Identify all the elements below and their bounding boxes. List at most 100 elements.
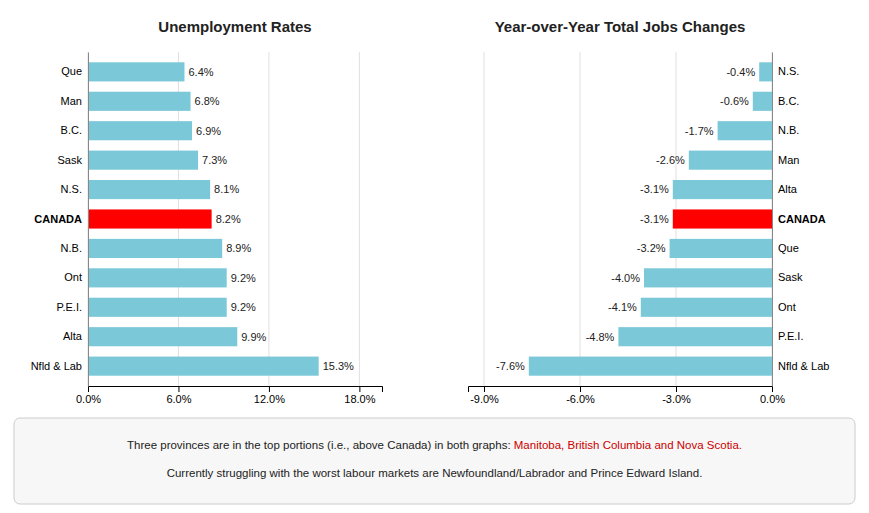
bar	[641, 298, 772, 317]
tick-label: Man	[778, 154, 799, 166]
tick-label: CANADA	[778, 213, 826, 225]
data-label: -0.4%	[726, 66, 755, 78]
tick-label: Alta	[778, 183, 798, 195]
y-tick: Man	[778, 154, 799, 166]
tick-label: Ont	[778, 301, 796, 313]
annotation: Currently struggling with the worst labo…	[167, 467, 703, 479]
y-tick: Ont	[64, 271, 82, 283]
x-tick: -6.0%	[566, 386, 595, 405]
bar	[88, 357, 319, 376]
tick-label: -9.0%	[470, 393, 499, 405]
y-tick: B.C.	[778, 95, 799, 107]
y-tick: CANADA	[778, 213, 826, 225]
tick-label: Sask	[58, 154, 83, 166]
data-label: -4.1%	[608, 301, 637, 313]
x-tick: -9.0%	[470, 386, 499, 405]
tick-mark	[178, 386, 179, 392]
tick-mark	[580, 386, 581, 392]
y-tick: Alta	[63, 330, 83, 342]
tick-label: Sask	[778, 271, 803, 283]
y-tick: N.B.	[778, 124, 799, 136]
data-label: 15.3%	[323, 360, 354, 372]
bar	[618, 327, 772, 346]
y-tick: Ont	[778, 301, 796, 313]
tick-label: Nfld & Lab	[778, 360, 829, 372]
subplot: Year-over-Year Total Jobs Changes -0.4% -0…	[469, 18, 830, 405]
y-tick: Que	[61, 65, 82, 77]
bar	[88, 239, 222, 258]
bar	[88, 180, 210, 199]
y-tick: N.S.	[61, 183, 82, 195]
subplot: Unemployment Rates6.4%6.8%6.9%7.3%8.1%8.…	[31, 18, 383, 405]
y-tick: Nfld & Lab	[778, 360, 829, 372]
data-label: -0.6%	[720, 95, 749, 107]
bar	[88, 209, 212, 228]
tick-label: Alta	[63, 330, 83, 342]
data-label: -3.1%	[640, 183, 669, 195]
grid-line	[88, 52, 89, 386]
bar	[88, 327, 237, 346]
bar	[88, 121, 192, 140]
x-tick: 6.0%	[166, 386, 191, 405]
data-label: 6.4%	[188, 66, 213, 78]
x-tick: 0.0%	[760, 386, 785, 405]
data-labels: -0.4%-0.6%-1.7%-2.6%-3.1%-3.1%-3.2%-4.0%…	[496, 66, 755, 372]
grid	[88, 52, 359, 386]
bars	[529, 62, 772, 375]
bar	[673, 180, 772, 199]
bar	[88, 151, 198, 170]
bar	[753, 92, 772, 111]
x-axis: 0.0% 6.0% 12.0% 18.0%	[76, 386, 383, 405]
data-label: -3.1%	[640, 213, 669, 225]
bar	[88, 92, 191, 111]
tick-label: P.E.I.	[778, 330, 803, 342]
axis-line	[89, 387, 383, 393]
grid-line	[268, 52, 269, 386]
y-tick: CANADA	[34, 213, 82, 225]
data-label: -3.2%	[637, 242, 666, 254]
tick-label: N.B.	[61, 242, 82, 254]
tick-label: 12.0%	[254, 393, 285, 405]
x-tick: 0.0%	[76, 386, 101, 405]
data-labels: 6.4%6.8%6.9%7.3%8.1%8.2%8.9%9.2%9.2%9.9%…	[188, 66, 354, 372]
data-label: -4.8%	[586, 331, 615, 343]
data-label: -2.6%	[656, 154, 685, 166]
data-label: 9.2%	[231, 301, 256, 313]
tick-label: 18.0%	[344, 393, 375, 405]
y-axis: QueManB.C.SaskN.S.CANADAN.B.OntP.E.I.Alt…	[31, 53, 89, 387]
chart-title: Year-over-Year Total Jobs Changes	[495, 18, 746, 35]
tick-label: -3.0%	[662, 393, 691, 405]
tick-label: Que	[61, 65, 82, 77]
bars	[88, 62, 319, 375]
chart-title: Unemployment Rates	[158, 18, 311, 35]
bar	[673, 209, 772, 228]
data-label: -4.0%	[611, 272, 640, 284]
grid-line	[359, 52, 360, 386]
data-label: 8.1%	[214, 183, 239, 195]
tick-label: N.S.	[61, 183, 82, 195]
tick-label: Nfld & Lab	[31, 360, 82, 372]
grid	[484, 52, 772, 386]
x-axis: -9.0% -6.0% -3.0% 0.0%	[469, 386, 786, 405]
grid-line	[484, 52, 485, 386]
data-label: 6.8%	[195, 95, 220, 107]
y-tick: Nfld & Lab	[31, 360, 82, 372]
y-tick: Alta	[778, 183, 798, 195]
tick-label: 6.0%	[166, 393, 191, 405]
x-tick: 18.0%	[344, 386, 375, 405]
tick-label: CANADA	[34, 213, 82, 225]
y-axis: N.S.B.C.N.B.ManAltaCANADAQueSaskOntP.E.I…	[773, 53, 830, 387]
bar	[689, 151, 772, 170]
bar	[88, 62, 184, 81]
data-label: 8.9%	[226, 242, 251, 254]
footnote-line: Three provinces are in the top portions …	[127, 439, 742, 451]
y-tick: P.E.I.	[778, 330, 803, 342]
y-tick: N.B.	[61, 242, 82, 254]
tick-mark	[88, 386, 89, 392]
tick-label: Man	[61, 95, 82, 107]
tick-label: B.C.	[61, 124, 82, 136]
data-label: 8.2%	[216, 213, 241, 225]
tick-label: N.B.	[778, 124, 799, 136]
tick-label: -6.0%	[566, 393, 595, 405]
tick-mark	[484, 386, 485, 392]
